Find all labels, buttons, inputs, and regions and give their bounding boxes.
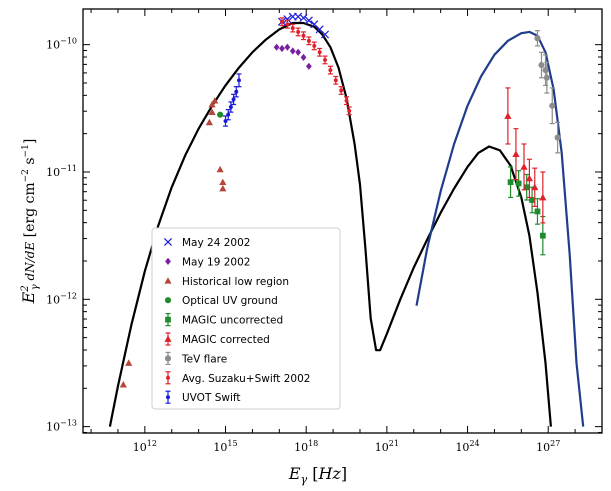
legend: May 24 2002 May 19 2002 Historical low reg… [151,227,341,410]
point-may-19-2002 [284,43,291,51]
point-avg-suzaku-swift-2002 [280,19,284,24]
point-tev-flare [543,74,550,81]
legend-marker-magic-corrected [164,335,172,342]
x-tick-label: 1027 [536,439,560,454]
axis-ticks [83,9,603,433]
x-tick-label: 1012 [133,439,157,454]
point-magic-uncorrected [515,180,522,187]
point-avg-suzaku-swift-2002 [296,29,301,34]
point-avg-suzaku-swift-2002 [344,98,349,103]
point-avg-suzaku-swift-2002 [290,26,295,31]
point-avg-suzaku-swift-2002 [333,78,338,83]
point-avg-suzaku-swift-2002 [285,22,290,27]
y-axis-title: E2γ dN/dE [erg cm−2 s−1] [19,139,41,305]
legend-marker-tev-flare [164,355,172,362]
point-historical-low-region [205,118,213,126]
point-magic-uncorrected [507,179,514,186]
legend-marker-avg-suzaku-swift-2002 [166,375,170,380]
legend-marker-may-19-2002 [165,257,171,265]
legend-label-uvot-swift: UVOT Swift [182,392,241,404]
x-tick-label: 1021 [375,439,399,454]
legend-marker-optical-uv-ground [164,297,172,304]
point-avg-suzaku-swift-2002 [339,88,344,93]
point-magic-corrected [531,183,539,191]
model-curve [415,30,585,427]
point-historical-low-region [211,97,219,104]
point-avg-suzaku-swift-2002 [328,68,333,73]
point-avg-suzaku-swift-2002 [301,33,306,38]
point-avg-suzaku-swift-2002 [317,50,322,55]
point-tev-flare [542,67,549,74]
point-may-19-2002 [295,48,302,56]
x-axis-title: Eγ [Hz] [288,464,347,486]
legend-label-tev-flare: TeV flare [181,353,227,365]
point-historical-low-region [216,165,224,173]
point-historical-low-region [119,381,127,388]
point-magic-corrected [512,150,520,158]
point-magic-corrected [525,174,533,182]
legend-label-magic-uncorrected: MAGIC uncorrected [182,315,283,327]
y-tick-label: 10−12 [46,291,77,306]
legend-marker-uvot-swift [166,395,170,400]
legend-label-magic-corrected: MAGIC corrected [182,334,270,346]
point-may-19-2002 [300,53,307,61]
point-magic-uncorrected [523,184,530,191]
legend-label-historical-low-region: Historical low region [182,276,289,288]
legend-box [151,227,341,410]
legend-label-may-24-2002: May 24 2002 [182,237,250,249]
axis-tick-labels: 1012 1015 1018 1021 1024 1027 10−13 10−12 10−11 1… [46,37,560,454]
point-uvot-swift [234,89,239,94]
model-curve [108,21,552,427]
point-uvot-swift [231,97,236,102]
y-tick-label: 10−13 [46,419,77,434]
point-may-19-2002 [273,43,280,51]
point-magic-corrected [539,193,547,201]
legend-label-optical-uv-ground: Optical UV ground [182,295,278,307]
point-magic-corrected [520,163,528,170]
point-uvot-swift [226,112,231,117]
data-points [119,12,561,388]
point-uvot-swift [236,78,241,83]
legend-label-avg-suzaku-swift-2002: Avg. Suzaku+Swift 2002 [182,373,310,385]
point-may-24-2002 [299,13,308,22]
svg-text:E2γ dN/dE [erg cm−2 s−1]: E2γ dN/dE [erg cm−2 s−1] [19,139,41,305]
point-may-24-2002 [320,30,330,39]
point-magic-uncorrected [539,232,546,239]
point-tev-flare [534,35,541,42]
y-tick-label: 10−11 [46,164,77,179]
point-tev-flare [549,102,556,109]
legend-marker-magic-uncorrected [165,316,171,323]
model-curves [108,21,585,427]
point-optical-uv-ground [217,111,224,118]
point-magic-uncorrected [534,208,541,215]
point-historical-low-region [208,100,216,108]
x-tick-label: 1015 [213,439,237,454]
point-may-19-2002 [289,47,296,55]
x-tick-label: 1024 [455,439,479,454]
point-avg-suzaku-swift-2002 [347,108,352,113]
point-tev-flare [554,134,561,141]
y-tick-label: 10−10 [46,37,77,52]
point-historical-low-region [208,108,216,116]
legend-marker-may-24-2002 [163,237,173,247]
point-may-19-2002 [279,44,285,53]
x-tick-label: 1018 [294,439,318,454]
point-magic-uncorrected [529,197,535,203]
point-magic-corrected [504,112,512,119]
point-avg-suzaku-swift-2002 [323,57,328,62]
point-historical-low-region [219,184,227,192]
point-historical-low-region [219,178,227,186]
point-may-19-2002 [306,62,312,70]
legend-marker-historical-low-region [164,277,172,284]
point-avg-suzaku-swift-2002 [312,43,317,48]
legend-label-may-19-2002: May 19 2002 [182,256,250,268]
point-historical-low-region [125,359,133,366]
point-tev-flare [538,61,545,69]
point-may-24-2002 [283,15,292,24]
point-uvot-swift [228,105,233,110]
point-avg-suzaku-swift-2002 [306,38,311,43]
point-may-24-2002 [304,16,313,25]
